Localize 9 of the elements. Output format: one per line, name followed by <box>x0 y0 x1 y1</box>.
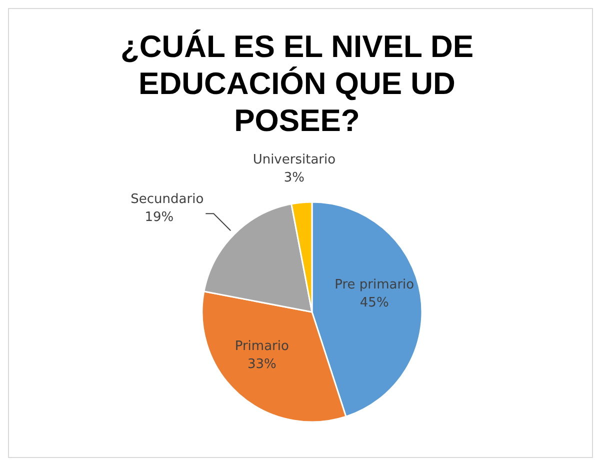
slice-label: Pre primario <box>334 277 414 292</box>
data-label: 33% <box>247 357 276 372</box>
data-label: 45% <box>360 295 389 310</box>
slice-label: Secundario <box>130 192 204 207</box>
data-label: 3% <box>284 170 305 186</box>
chart-title: ¿CUÁL ES EL NIVEL DE EDUCACIÓN QUE UD POSEE? <box>119 28 475 139</box>
slice-label: Primario <box>234 339 289 354</box>
data-label: 19% <box>144 210 174 225</box>
slice-label: Universitario <box>252 152 336 168</box>
